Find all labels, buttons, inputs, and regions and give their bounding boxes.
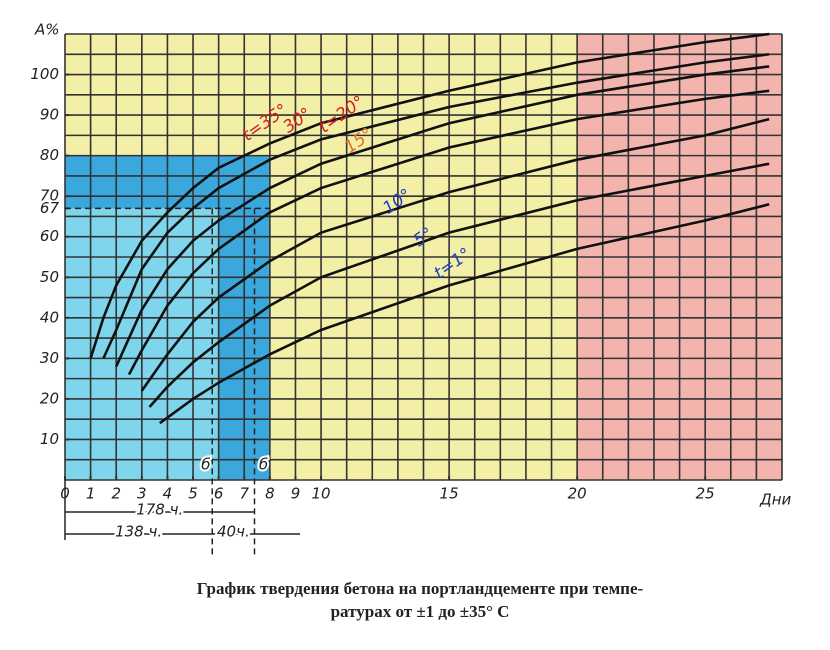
y-tick-label: 100 — [30, 65, 59, 83]
x-tick-label: 6 — [214, 485, 224, 503]
annotation: б — [259, 456, 268, 474]
x-tick-label: 9 — [291, 485, 301, 503]
y-tick-label: 80 — [40, 146, 59, 164]
x-tick-label: 1 — [86, 485, 96, 503]
y-axis-label: А% — [34, 21, 60, 39]
annotation: 40ч. — [217, 523, 250, 541]
curve — [89, 32, 770, 359]
x-tick-label: 15 — [440, 485, 459, 503]
x-tick-label: 25 — [696, 485, 715, 503]
y-tick-label: 10 — [40, 430, 59, 448]
y-tick-label: 50 — [40, 268, 59, 286]
x-tick-label: 20 — [568, 485, 587, 503]
caption: ратурах от ±1 до ±35° С — [331, 602, 510, 621]
curve — [140, 117, 770, 392]
annotation: 178 ч. — [136, 501, 183, 519]
y-tick-label: 20 — [40, 389, 59, 407]
curve — [127, 89, 770, 376]
curve — [115, 65, 770, 368]
y-tick-label: 60 — [40, 227, 59, 245]
y-tick-label: 40 — [40, 308, 59, 326]
y-tick-label: 90 — [40, 106, 59, 124]
y-tick-label: 67 — [40, 199, 60, 217]
curve — [158, 203, 770, 425]
x-tick-label: 2 — [111, 485, 121, 503]
x-tick-label: 5 — [188, 485, 198, 503]
annotation: б — [201, 456, 210, 474]
x-tick-label: 3 — [137, 485, 147, 503]
x-tick-label: 4 — [163, 485, 173, 503]
y-tick-label: 30 — [40, 349, 59, 367]
curve — [148, 162, 770, 408]
annotation: 138 ч. — [115, 523, 162, 541]
x-tick-label: 7 — [239, 485, 249, 503]
curve — [102, 52, 770, 359]
x-tick-label: 10 — [312, 485, 331, 503]
y-tick-label: 70 — [40, 187, 59, 205]
x-axis-label: Дни — [759, 491, 792, 509]
x-tick-label: 8 — [265, 485, 275, 503]
caption: График твердения бетона на портландцемен… — [197, 579, 644, 598]
